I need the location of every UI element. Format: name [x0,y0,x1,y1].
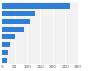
Bar [2,19,30,24]
Bar [2,50,8,55]
Bar [2,34,15,39]
Bar [2,11,35,16]
Bar [2,3,70,9]
Bar [2,42,10,47]
Bar [2,58,7,63]
Bar [2,27,24,32]
